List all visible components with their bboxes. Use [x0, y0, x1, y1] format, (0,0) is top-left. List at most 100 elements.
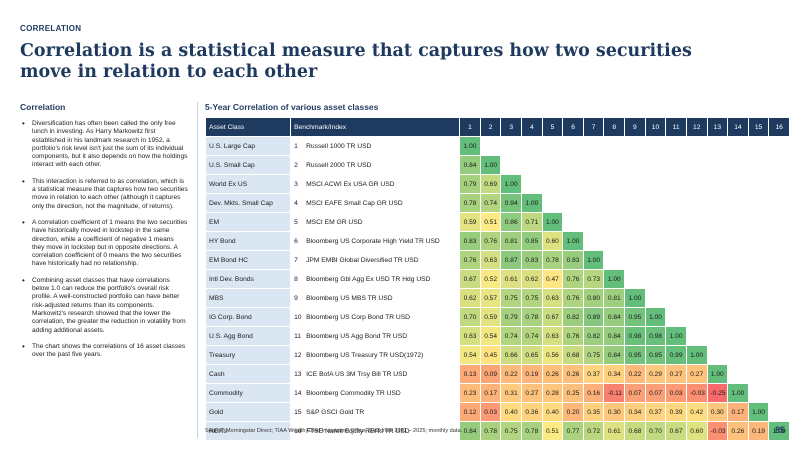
correlation-value: 1.00 [727, 383, 749, 403]
empty-cell [521, 174, 543, 194]
header-col-number: 12 [685, 117, 708, 137]
empty-cell [665, 155, 687, 175]
correlation-value: 1.00 [644, 307, 667, 327]
empty-cell [685, 307, 708, 327]
benchmark-cell: 16 FTSE Nareit Equity REITs TR USD [290, 421, 461, 441]
empty-cell [685, 326, 708, 346]
benchmark-name: Russell 2000 TR USD [306, 161, 372, 169]
correlation-value: 0.22 [624, 364, 646, 384]
empty-cell [706, 288, 729, 308]
empty-cell [768, 307, 790, 327]
benchmark-number: 5 [294, 218, 298, 226]
correlation-value: 0.95 [624, 345, 646, 365]
benchmark-name: Bloomberg US Corp Bond TR USD [306, 313, 411, 321]
empty-cell [706, 269, 729, 289]
correlation-value: 1.00 [459, 136, 481, 156]
correlation-value: 0.17 [727, 402, 749, 422]
bullet-item: This interaction is referred to as corre… [20, 178, 188, 211]
benchmark-name: Bloomberg US Treasury TR USD(1972) [306, 351, 424, 359]
empty-cell [747, 155, 770, 175]
correlation-value: 0.63 [541, 326, 564, 346]
empty-cell [541, 136, 564, 156]
empty-cell [624, 174, 646, 194]
header-col-number: 4 [521, 117, 543, 137]
empty-cell [747, 383, 770, 403]
correlation-value: 0.68 [562, 345, 584, 365]
benchmark-number: 14 [294, 389, 302, 397]
correlation-value: 0.19 [747, 421, 770, 441]
correlation-value: 0.57 [479, 288, 502, 308]
empty-cell [665, 193, 687, 213]
correlation-value: 0.75 [521, 288, 543, 308]
header-col-number: 15 [747, 117, 770, 137]
header-col-number: 16 [768, 117, 790, 137]
empty-cell [541, 174, 564, 194]
benchmark-name: ICE BofA US 3M Trsy Bill TR USD [306, 370, 408, 378]
correlation-value: 1.00 [582, 250, 605, 270]
correlation-value: 0.26 [541, 364, 564, 384]
empty-cell [727, 307, 749, 327]
benchmark-name: FTSE Nareit Equity REITs TR USD [306, 427, 410, 435]
header-col-number: 7 [582, 117, 605, 137]
correlation-value: 0.12 [459, 402, 481, 422]
empty-cell [727, 193, 749, 213]
correlation-value: 0.76 [459, 250, 481, 270]
correlation-value: 1.00 [562, 231, 584, 251]
header-col-number: 5 [541, 117, 564, 137]
empty-cell [768, 250, 790, 270]
empty-cell [665, 250, 687, 270]
correlation-value: 0.71 [521, 212, 543, 232]
benchmark-name: MSCI EAFE Small Cap GR USD [306, 199, 403, 207]
benchmark-number: 8 [294, 275, 298, 283]
correlation-value: 0.40 [500, 402, 523, 422]
correlation-value: 0.85 [521, 231, 543, 251]
asset-class-cell: Cash [204, 364, 292, 384]
empty-cell [747, 231, 770, 251]
correlation-value: 0.23 [459, 383, 481, 403]
header-col-number: 6 [562, 117, 584, 137]
empty-cell [706, 307, 729, 327]
empty-cell [727, 231, 749, 251]
benchmark-name: Bloomberg Commodity TR USD [306, 389, 401, 397]
benchmark-cell: 15 S&P GSCI Gold TR [290, 402, 461, 422]
empty-cell [706, 250, 729, 270]
correlation-value: 0.87 [500, 250, 523, 270]
correlation-value: 0.84 [603, 307, 626, 327]
empty-cell [747, 307, 770, 327]
table-row: U.S. Large Cap 1 Russell 1000 TR USD 1.00 [204, 136, 790, 156]
benchmark-name: JPM EMBI Global Diversified TR USD [306, 256, 419, 264]
asset-class-cell: U.S. Agg Bond [204, 326, 292, 346]
empty-cell [685, 288, 708, 308]
correlation-value: 0.99 [665, 345, 687, 365]
correlation-value: 0.60 [541, 231, 564, 251]
correlation-value: 0.83 [562, 250, 584, 270]
benchmark-cell: 10 Bloomberg US Corp Bond TR USD [290, 307, 461, 327]
benchmark-name: MSCI ACWI Ex USA GR USD [306, 180, 395, 188]
benchmark-number: 7 [294, 256, 298, 264]
correlation-value: 0.70 [644, 421, 667, 441]
correlation-value: 0.98 [644, 326, 667, 346]
correlation-value: 0.70 [459, 307, 481, 327]
page-title: Correlation is a statistical measure tha… [20, 41, 692, 82]
correlation-value: 0.76 [479, 231, 502, 251]
correlation-value: 0.62 [521, 269, 543, 289]
correlation-value: 0.54 [479, 326, 502, 346]
empty-cell [768, 136, 790, 156]
empty-cell [685, 231, 708, 251]
empty-cell [768, 155, 790, 175]
benchmark-name: Bloomberg US Corporate High Yield TR USD [306, 237, 440, 245]
empty-cell [624, 269, 646, 289]
correlation-value: 0.94 [500, 193, 523, 213]
asset-class-cell: Commodity [204, 383, 292, 403]
empty-cell [685, 193, 708, 213]
empty-cell [603, 212, 626, 232]
empty-cell [644, 174, 667, 194]
empty-cell [706, 136, 729, 156]
correlation-value: 0.17 [479, 383, 502, 403]
correlation-value: 0.77 [562, 421, 584, 441]
correlation-value: 0.16 [582, 383, 605, 403]
empty-cell [727, 288, 749, 308]
benchmark-cell: 12 Bloomberg US Treasury TR USD(1972) [290, 345, 461, 365]
correlation-value: 0.63 [459, 326, 481, 346]
correlation-value: 0.76 [562, 326, 584, 346]
